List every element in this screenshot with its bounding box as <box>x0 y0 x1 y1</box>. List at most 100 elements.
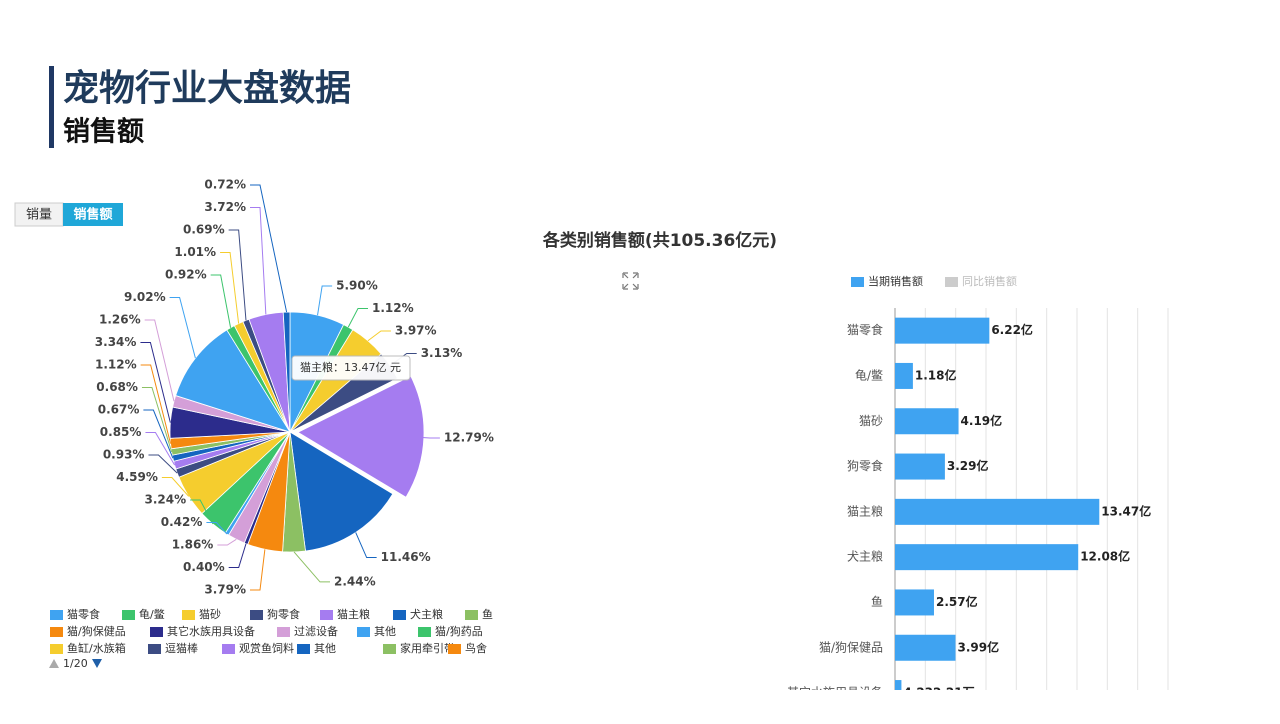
category-label: 猫主粮 <box>847 503 883 518</box>
data-label: 3.99亿 <box>958 639 1000 654</box>
legend-swatch <box>320 610 333 620</box>
legend-swatch <box>277 627 290 637</box>
data-label: 0.68% <box>96 380 138 394</box>
leader-line <box>217 538 237 546</box>
legend-swatch <box>222 644 235 654</box>
legend-label: 其他 <box>314 642 336 655</box>
data-label: 9.02% <box>124 290 166 304</box>
data-label: 12.08亿 <box>1080 549 1130 564</box>
legend-label: 同比销售额 <box>962 274 1017 288</box>
data-label: 3.72% <box>204 200 246 214</box>
data-label: 3.79% <box>204 583 246 597</box>
bar <box>895 634 956 661</box>
subtitle: 销售额 <box>63 116 144 148</box>
data-label: 0.85% <box>100 425 142 439</box>
leader-line <box>220 252 240 324</box>
leader-line <box>145 432 176 466</box>
legend-swatch <box>150 627 163 637</box>
legend-label: 鸟舍 <box>465 641 487 655</box>
chart-title: 各类别销售额(共105.36亿元) <box>542 230 777 251</box>
data-label: 0.92% <box>165 268 207 282</box>
category-label: 猫砂 <box>859 414 883 428</box>
category-label: 猫/狗保健品 <box>819 640 883 654</box>
legend-swatch <box>393 610 406 620</box>
legend-swatch <box>851 277 864 287</box>
leader-line <box>144 319 175 402</box>
data-label: 1.01% <box>174 245 216 259</box>
leader-line <box>347 308 368 328</box>
tab-label[interactable]: 销售额 <box>73 207 112 223</box>
data-label: 3.13% <box>421 346 463 360</box>
data-label: 3.34% <box>95 335 137 349</box>
leader-line <box>250 184 288 313</box>
bar <box>895 408 959 435</box>
legend-label: 家用牵引带 <box>400 641 455 655</box>
legend-label: 猫零食 <box>67 607 100 621</box>
leader-line <box>140 342 171 423</box>
leader-line <box>317 285 333 316</box>
data-label: 0.69% <box>183 223 225 237</box>
data-label: 12.79% <box>444 430 494 444</box>
data-label: 1.26% <box>99 313 141 327</box>
legend-swatch <box>448 644 461 654</box>
legend-label: 犬主粮 <box>410 607 443 621</box>
legend-label: 猫砂 <box>199 608 221 621</box>
category-label: 犬主粮 <box>847 549 883 564</box>
bar <box>895 498 1100 525</box>
legend-swatch <box>945 277 958 287</box>
leader-line <box>409 436 440 439</box>
tab-active[interactable] <box>63 203 123 226</box>
data-label: 2.57亿 <box>936 594 978 609</box>
data-label: 0.93% <box>103 448 145 462</box>
legend-label: 其它水族用具设备 <box>167 624 255 638</box>
data-label: 3.24% <box>144 493 186 507</box>
legend-label: 鱼缸/水族箱 <box>67 641 126 655</box>
tooltip-box <box>291 355 411 381</box>
legend-label: 龟/鳖 <box>139 607 165 621</box>
legend-swatch <box>383 644 396 654</box>
tab-label[interactable]: 销量 <box>26 208 52 223</box>
legend-swatch <box>50 644 63 654</box>
data-label: 4.59% <box>116 470 158 484</box>
legend-label: 当期销售额 <box>868 274 923 288</box>
category-label: 其它水族用具设备 <box>787 685 883 700</box>
leader-line <box>210 274 232 328</box>
data-label: 0.42% <box>161 515 203 529</box>
leader-line <box>293 551 330 583</box>
bar <box>895 544 1079 571</box>
data-label: 0.40% <box>183 560 225 574</box>
pager: 1/20 <box>63 657 88 670</box>
legend-swatch <box>182 610 195 620</box>
leader-line <box>169 297 196 359</box>
legend-swatch <box>297 644 310 654</box>
leader-line <box>143 409 174 459</box>
data-label: 2.44% <box>334 574 376 588</box>
data-label: 1.12% <box>372 301 414 315</box>
legend-swatch <box>122 610 135 620</box>
data-label: 3.97% <box>395 324 437 338</box>
leader-line <box>228 229 247 321</box>
leader-line <box>250 207 267 315</box>
legend-label: 逗猫棒 <box>165 641 198 655</box>
legend-label: 其他 <box>374 625 396 638</box>
data-label: 0.72% <box>204 178 246 192</box>
leader-line <box>140 364 172 444</box>
tooltip: 猫主粮：13.47亿 元 <box>300 360 401 374</box>
bar <box>895 589 934 616</box>
category-label: 猫零食 <box>847 322 883 337</box>
leader-line <box>190 499 214 525</box>
pager-up <box>49 659 59 668</box>
legend-swatch <box>250 610 263 620</box>
legend-swatch <box>50 610 63 620</box>
data-label: 0.67% <box>98 403 140 417</box>
leader-line <box>355 532 377 559</box>
legend-swatch <box>148 644 161 654</box>
legend-swatch <box>357 627 370 637</box>
legend-label: 鱼 <box>482 607 493 621</box>
data-label: 11.46% <box>381 550 431 564</box>
expand-icon[interactable] <box>622 272 639 290</box>
data-label: 3.29亿 <box>947 458 989 473</box>
